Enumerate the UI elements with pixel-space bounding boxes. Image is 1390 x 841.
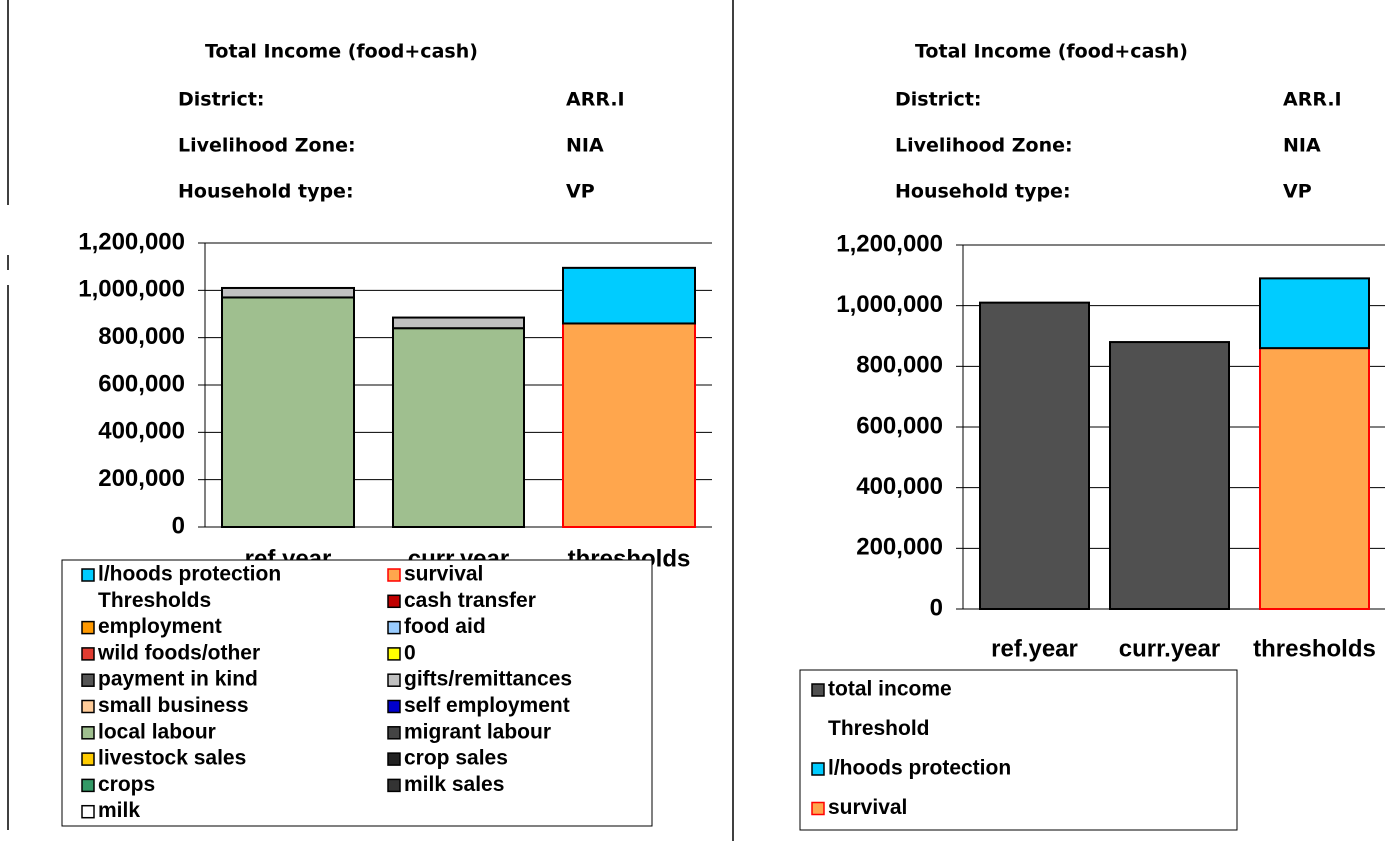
legend-swatch	[81, 568, 95, 582]
legend-label: small business	[98, 694, 249, 717]
info-value: VP	[1283, 181, 1312, 203]
legend-swatch	[811, 683, 825, 697]
legend-label: Thresholds	[98, 589, 211, 612]
legend-label: milk sales	[404, 773, 504, 796]
legend-label: total income	[828, 678, 952, 701]
legend-swatch	[811, 762, 825, 776]
legend-label: gifts/remittances	[404, 668, 572, 691]
legend-label: cash transfer	[404, 589, 536, 612]
info-value: ARR.I	[1283, 89, 1342, 111]
info-label: Household type:	[178, 181, 354, 203]
bar-segment	[392, 316, 525, 330]
legend-label: crop sales	[404, 747, 508, 770]
info-label: District:	[895, 89, 982, 111]
legend-swatch	[387, 778, 401, 793]
legend-swatch	[81, 699, 95, 714]
legend-label: payment in kind	[98, 668, 258, 691]
legend-label: 0	[404, 641, 416, 664]
legend-label: milk	[98, 799, 140, 822]
y-tick-label: 400,000	[856, 473, 943, 500]
bar-segment	[562, 266, 696, 325]
legend-swatch	[81, 804, 95, 819]
info-value: VP	[566, 181, 595, 203]
y-tick-label: 0	[172, 512, 185, 539]
y-tick-label: 600,000	[856, 412, 943, 439]
y-tick-label: 1,000,000	[78, 276, 185, 303]
x-tick-label: ref.year	[991, 635, 1078, 662]
legend-swatch	[387, 752, 401, 766]
legend-label: l/hoods protection	[828, 757, 1011, 780]
legend-swatch	[387, 568, 401, 582]
info-label: District:	[178, 89, 265, 111]
y-tick-label: 200,000	[856, 534, 943, 561]
legend-label: food aid	[404, 615, 486, 638]
y-tick-label: 1,200,000	[836, 230, 943, 257]
legend-label: wild foods/other	[97, 641, 260, 664]
legend-label: survival	[828, 796, 907, 819]
info-value: NIA	[1283, 135, 1321, 157]
y-tick-label: 800,000	[856, 352, 943, 379]
info-label: Livelihood Zone:	[178, 135, 356, 157]
legend-swatch	[387, 647, 401, 661]
legend-label: self employment	[404, 694, 570, 717]
legend-swatch	[81, 778, 95, 793]
chart-title: Total Income (food+cash)	[915, 41, 1188, 63]
info-label: Livelihood Zone:	[895, 135, 1073, 157]
y-tick-label: 1,200,000	[78, 228, 185, 255]
bar-segment	[1259, 277, 1370, 350]
legend-swatch	[81, 673, 95, 687]
legend-box	[61, 559, 653, 827]
y-tick-label: 400,000	[98, 418, 185, 445]
chart-title: Total Income (food+cash)	[205, 41, 478, 63]
bar-segment	[1259, 347, 1370, 610]
legend-swatch	[811, 801, 825, 816]
info-label: Household type:	[895, 181, 1071, 203]
x-tick-label: curr.year	[1119, 635, 1220, 662]
legend-label: crops	[98, 773, 155, 796]
y-tick-label: 1,000,000	[836, 291, 943, 318]
bar-segment	[1109, 341, 1230, 610]
legend-swatch	[81, 726, 95, 740]
x-tick-label: thresholds	[1253, 635, 1376, 662]
legend-swatch	[387, 673, 401, 687]
legend-label: employment	[98, 615, 222, 638]
bar-segment	[392, 327, 525, 529]
legend-swatch	[387, 594, 401, 609]
legend-label: livestock sales	[98, 747, 246, 770]
info-value: NIA	[566, 135, 604, 157]
legend-label: l/hoods protection	[98, 563, 281, 586]
bar-segment	[979, 301, 1090, 610]
legend-swatch	[81, 647, 95, 661]
legend-swatch	[81, 752, 95, 766]
legend-swatch	[387, 726, 401, 740]
legend-label: migrant labour	[404, 720, 551, 743]
legend-swatch	[387, 699, 401, 714]
legend-label: Threshold	[828, 717, 930, 740]
legend-label: survival	[404, 563, 483, 586]
legend-swatch	[81, 620, 95, 635]
legend-box	[799, 669, 1238, 831]
bar-segment	[221, 296, 355, 528]
legend-swatch	[387, 620, 401, 635]
y-tick-label: 0	[930, 594, 943, 621]
legend-label: local labour	[98, 720, 216, 743]
y-tick-label: 600,000	[98, 370, 185, 397]
y-tick-label: 800,000	[98, 323, 185, 350]
y-tick-label: 200,000	[98, 465, 185, 492]
info-value: ARR.I	[566, 89, 625, 111]
bar-segment	[562, 322, 696, 529]
bar-segment	[221, 286, 355, 299]
